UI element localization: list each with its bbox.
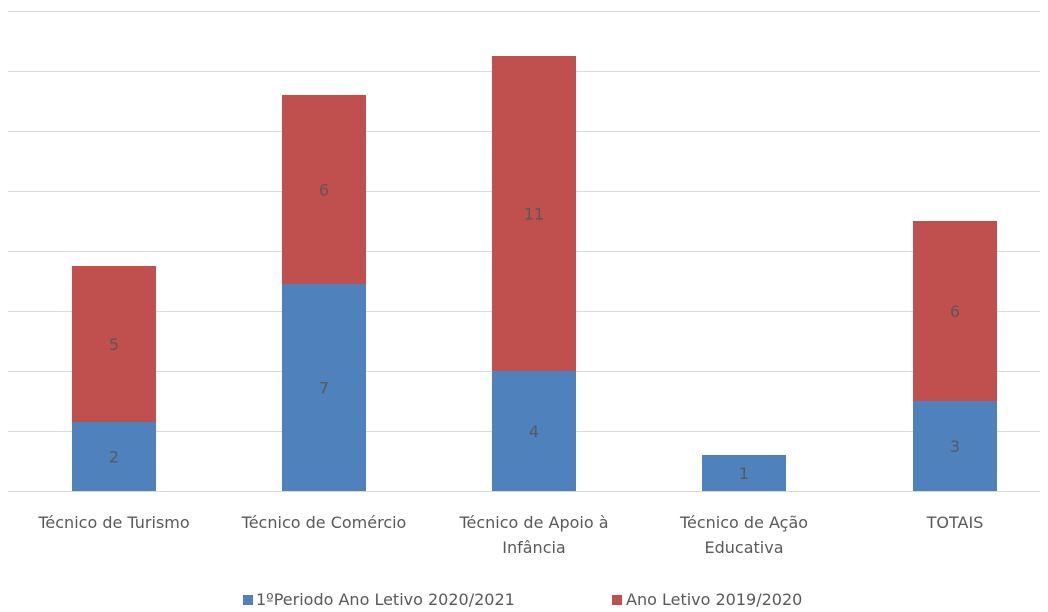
bar-segment bbox=[492, 56, 576, 371]
bar-segment bbox=[702, 455, 786, 491]
data-label: 3 bbox=[950, 437, 960, 456]
legend-swatch bbox=[243, 595, 253, 605]
category-label: Técnico de Ação bbox=[679, 513, 808, 532]
category-label: Educativa bbox=[705, 538, 784, 557]
bar-segment bbox=[282, 284, 366, 491]
bar-segment bbox=[913, 401, 997, 491]
data-label: 2 bbox=[109, 448, 119, 467]
bar-segment bbox=[72, 266, 156, 422]
category-label: Técnico de Turismo bbox=[37, 513, 189, 532]
data-label: 7 bbox=[319, 379, 329, 398]
data-label: 11 bbox=[524, 205, 544, 224]
data-label: 6 bbox=[950, 302, 960, 321]
x-axis-labels: Técnico de Turismo Técnico de Comércio Téc… bbox=[37, 513, 983, 557]
data-label: 4 bbox=[529, 422, 539, 441]
category-label: Infância bbox=[502, 538, 565, 557]
category-label: Técnico de Apoio à bbox=[458, 513, 608, 532]
bar-segment bbox=[492, 371, 576, 491]
category-label: TOTAIS bbox=[926, 513, 984, 532]
legend-label: 1ºPeriodo Ano Letivo 2020/2021 bbox=[256, 590, 515, 609]
legend-label: Ano Letivo 2019/2020 bbox=[626, 590, 802, 609]
bar-segment bbox=[282, 95, 366, 284]
bar-segment bbox=[72, 422, 156, 491]
data-label: 6 bbox=[319, 181, 329, 200]
category-label: Técnico de Comércio bbox=[241, 513, 407, 532]
bars bbox=[72, 56, 997, 491]
legend-swatch bbox=[612, 595, 622, 605]
bar-segment bbox=[913, 221, 997, 401]
data-label: 5 bbox=[109, 335, 119, 354]
legend: 1ºPeriodo Ano Letivo 2020/2021 Ano Letivo… bbox=[243, 590, 802, 609]
data-label: 1 bbox=[739, 464, 749, 483]
